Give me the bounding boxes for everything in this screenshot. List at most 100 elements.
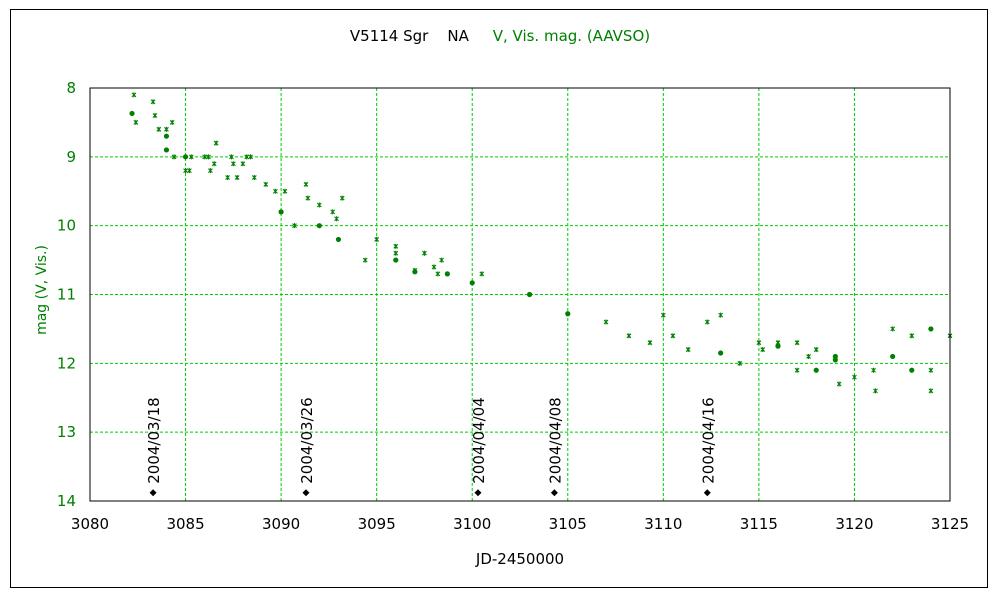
- data-point-cross: [873, 388, 878, 394]
- data-point-cross: [330, 209, 336, 215]
- data-point-cross: [152, 113, 158, 119]
- y-axis-label: mag (V, Vis.): [34, 245, 50, 335]
- data-point-dot: [182, 154, 189, 160]
- data-point-cross: [626, 333, 632, 339]
- data-point-cross: [282, 188, 288, 194]
- title-star: V5114 Sgr: [349, 27, 429, 45]
- data-point-cross: [133, 119, 139, 125]
- data-point-dot: [928, 326, 934, 332]
- data-point-dot: [909, 367, 915, 373]
- date-marker-diamond: [149, 489, 157, 497]
- data-point-dot: [163, 133, 170, 139]
- x-tick-label: 3115: [740, 515, 778, 533]
- data-point-cross: [431, 264, 437, 270]
- chart-title: V5114 Sgr NA V, Vis. mag. (AAVSO): [0, 27, 1000, 45]
- data-point-cross: [225, 174, 230, 180]
- data-point-cross: [164, 126, 169, 132]
- data-point-cross: [251, 174, 257, 180]
- data-point-cross: [660, 312, 666, 318]
- data-point-cross: [479, 271, 485, 277]
- x-tick-labels: 3080 3085 3090 3095 3100 3105 3110 3115 3120 3125: [71, 515, 969, 533]
- x-axis-label: JD-2450000: [475, 550, 565, 568]
- grid-lines: [90, 88, 950, 501]
- data-point-cross: [230, 161, 236, 167]
- x-tick-label: 3125: [931, 515, 969, 533]
- data-point-dot: [565, 311, 571, 317]
- data-point-cross: [670, 333, 676, 339]
- data-point-cross: [272, 188, 278, 194]
- y-tick-label: 8: [66, 79, 76, 97]
- y-tick-label: 12: [57, 354, 76, 372]
- x-tick-label: 3100: [453, 515, 491, 533]
- data-point-cross: [208, 168, 213, 174]
- title-band: V, Vis. mag. (AAVSO): [492, 27, 651, 45]
- data-point-cross: [685, 347, 691, 353]
- data-point-cross: [305, 195, 311, 201]
- data-point-dot: [163, 147, 170, 153]
- x-tick-label: 3090: [262, 515, 300, 533]
- y-tick-label: 13: [57, 423, 76, 441]
- data-point-dot: [335, 236, 342, 243]
- data-point-cross: [928, 367, 934, 373]
- data-point-dot: [129, 110, 135, 117]
- data-point-cross: [760, 347, 766, 353]
- x-tick-label: 3095: [358, 515, 396, 533]
- data-point-cross: [334, 216, 339, 222]
- x-tick-label: 3085: [166, 515, 204, 533]
- data-point-cross: [890, 326, 896, 332]
- data-point-dot: [393, 257, 399, 263]
- data-point-cross: [435, 271, 441, 277]
- data-point-cross: [248, 154, 253, 160]
- y-tick-label: 9: [66, 148, 76, 166]
- data-point-cross: [211, 161, 217, 167]
- data-point-cross: [439, 257, 445, 263]
- data-point-cross: [188, 154, 194, 160]
- x-tick-label: 3110: [644, 515, 682, 533]
- data-point-cross: [150, 99, 156, 105]
- data-point-cross: [412, 267, 418, 273]
- data-point-cross: [756, 340, 762, 346]
- data-point-cross: [836, 381, 842, 387]
- plot-border: [89, 87, 951, 502]
- y-tick-label: 14: [57, 492, 76, 510]
- data-point-cross: [775, 340, 781, 346]
- data-point-cross: [240, 161, 246, 167]
- data-point-dot: [278, 209, 284, 215]
- data-point-cross: [393, 243, 399, 249]
- data-point-cross: [202, 154, 208, 160]
- x-tick-label: 3120: [835, 515, 873, 533]
- date-marker-label: 2004/03/18: [145, 397, 163, 483]
- data-point-cross: [316, 202, 322, 208]
- data-point-cross: [603, 319, 609, 325]
- data-point-cross: [704, 319, 710, 325]
- data-point-cross: [183, 168, 188, 174]
- data-point-dot: [832, 357, 838, 363]
- data-point-cross: [737, 360, 743, 366]
- data-point-cross: [871, 367, 876, 373]
- date-marker-label: 2004/04/04: [470, 397, 488, 483]
- data-point-dot: [469, 280, 475, 286]
- data-point-cross: [244, 154, 250, 160]
- date-marker-diamond: [703, 489, 711, 497]
- y-tick-labels: 8 9 10 11 12 13 14: [57, 79, 76, 510]
- date-marker-label: 2004/04/08: [546, 397, 564, 483]
- data-point-cross: [229, 154, 234, 160]
- y-tick-label: 10: [57, 217, 76, 235]
- data-point-cross: [131, 92, 137, 98]
- data-point-cross: [374, 236, 380, 242]
- data-point-cross: [213, 140, 219, 146]
- date-marker-diamond: [550, 489, 558, 497]
- data-point-cross: [806, 353, 811, 359]
- data-point-cross: [171, 154, 177, 160]
- data-point-cross: [813, 347, 819, 353]
- date-marker-label: 2004/03/26: [298, 397, 316, 483]
- data-points: [129, 92, 953, 394]
- data-point-cross: [794, 340, 800, 346]
- date-marker-diamond: [474, 489, 482, 497]
- data-point-cross: [852, 374, 857, 380]
- data-point-cross: [928, 388, 934, 394]
- data-point-dot: [813, 367, 819, 373]
- x-tick-label: 3080: [71, 515, 109, 533]
- data-point-cross: [718, 312, 724, 318]
